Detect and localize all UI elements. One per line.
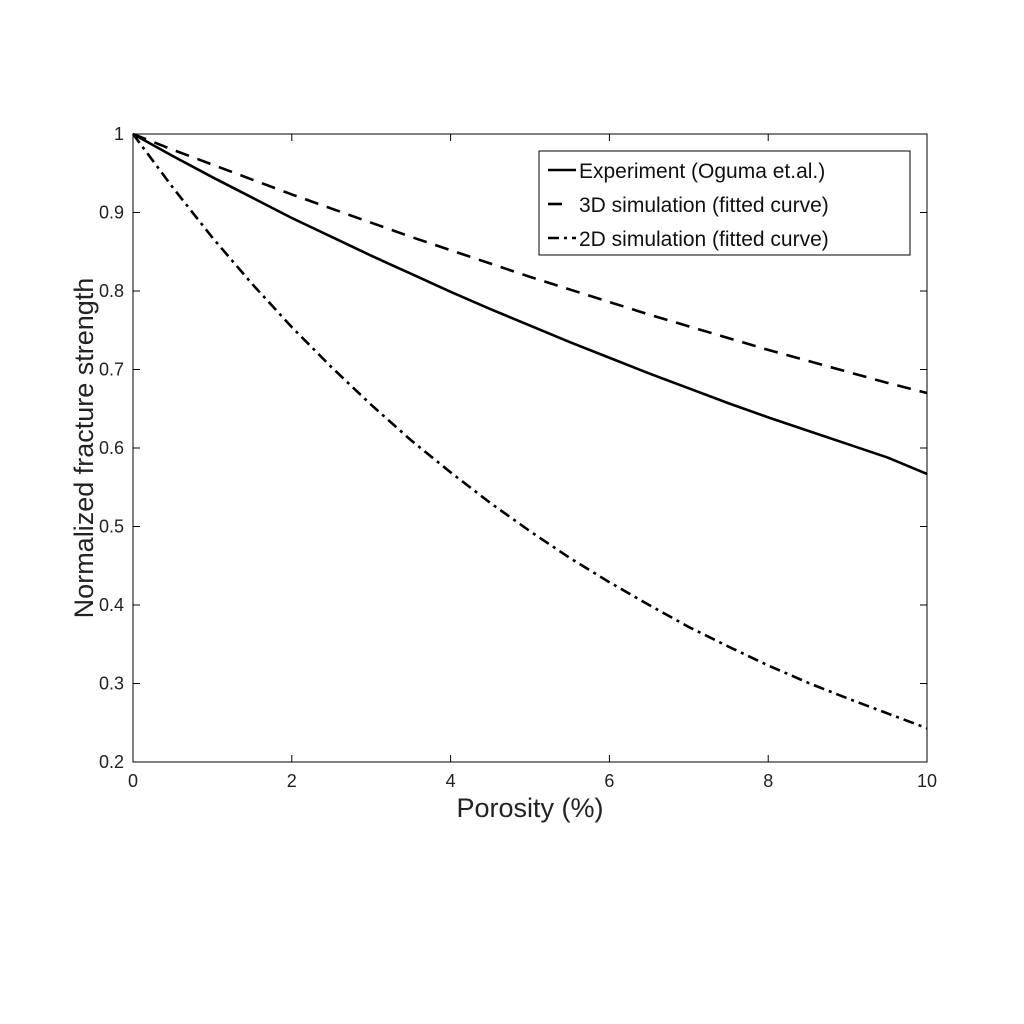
x-tick-label: 0 [128, 771, 138, 791]
x-tick-label: 8 [763, 771, 773, 791]
y-tick-label: 0.2 [99, 752, 124, 772]
y-tick-label: 0.9 [99, 203, 124, 223]
series-layer [131, 132, 928, 730]
x-axis-label: Porosity (%) [456, 793, 603, 823]
y-tick-label: 0.6 [99, 438, 124, 458]
y-tick-label: 0.8 [99, 281, 124, 301]
x-tick-label: 2 [287, 771, 297, 791]
y-tick-label: 0.4 [99, 595, 124, 615]
y-tick-label: 0.3 [99, 674, 124, 694]
ticks-layer: 0 2 4 6 8 10 0.2 0.3 0.4 0.5 0.6 0.7 0.8 0.9 1 [99, 124, 937, 791]
x-tick-label: 10 [917, 771, 937, 791]
series-line-2 [132, 132, 928, 395]
y-axis-label: Normalized fracture strength [69, 278, 99, 619]
legend-entry-label: 3D simulation (fitted curve) [579, 194, 829, 217]
series-line-1 [132, 132, 928, 476]
series-line-3 [131, 133, 928, 730]
x-tick-label: 4 [446, 771, 456, 791]
legend-box [538, 150, 911, 256]
legend-entry-label: Experiment (Oguma et.al.) [579, 160, 825, 183]
y-tick-label: 0.5 [99, 517, 124, 537]
x-tick-label: 6 [604, 771, 614, 791]
y-tick-label: 0.7 [99, 360, 124, 380]
legend: Experiment (Oguma et.al.) 3D simulation (… [538, 150, 911, 256]
legend-entry-label: 2D simulation (fitted curve) [579, 228, 829, 251]
y-tick-label: 1 [114, 124, 124, 144]
